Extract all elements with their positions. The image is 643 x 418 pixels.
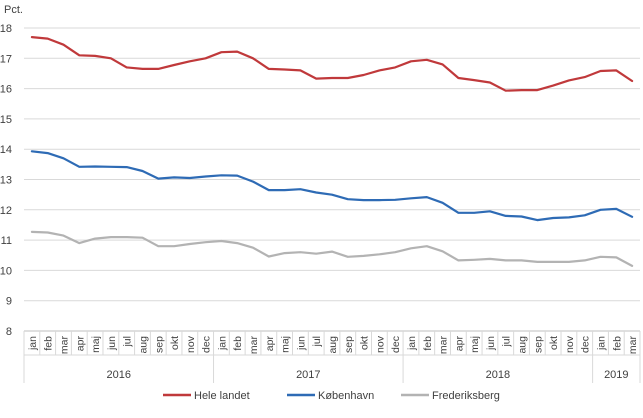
x-tick-label: okt [169,336,181,350]
x-tick-label: jul [311,336,323,348]
gridlines [24,27,640,332]
y-tick-label: 8 [6,326,12,338]
x-tick-label: jul [122,336,134,348]
x-tick-label: maj [280,336,292,353]
series-lines [30,35,634,267]
x-tick-label: feb [611,336,623,351]
x-tick-label: mar [248,336,260,355]
year-label-2016: 2016 [107,369,131,381]
series-line-1 [30,150,634,222]
legend-label-2: Frederiksberg [432,390,500,402]
x-tick-label: jul [501,336,513,348]
y-tick-label: 13 [0,175,12,187]
x-tick-label: jan [406,336,418,351]
x-tick-label: jan [27,336,39,351]
x-tick-label: nov [185,335,197,353]
x-tick-label: sep [153,336,165,353]
x-tick-label: nov [564,335,576,353]
x-tick-label: apr [453,336,465,352]
x-tick-label: mar [438,336,450,355]
x-tick-label: maj [469,336,481,353]
x-tick-label: sep [343,336,355,353]
series-line-2 [30,230,634,267]
x-tick-label: apr [264,336,276,352]
x-tick-label: feb [43,336,55,351]
x-tick-label: jun [485,336,497,351]
year-label-2018: 2018 [486,369,510,381]
y-tick-label: 11 [1,235,12,247]
x-tick-label: feb [232,336,244,351]
x-tick-label: mar [627,336,639,355]
x-tick-label: nov [374,335,386,353]
x-tick-label: jan [216,336,228,351]
x-tick-label: sep [532,336,544,353]
x-tick-label: feb [422,336,434,351]
year-label-2019: 2019 [604,369,628,381]
x-tick-label: maj [90,336,102,353]
legend-label-1: København [318,390,374,402]
x-tick-label: aug [137,336,149,354]
y-tick-label: 18 [0,23,12,35]
y-tick-label: 12 [0,205,12,217]
x-tick-label: dec [201,336,213,353]
y-axis-unit-label: Pct. [4,4,23,16]
x-tick-label: jan [596,336,608,351]
x-tick-label: jun [295,336,307,351]
x-tick-label: aug [517,336,529,354]
y-tick-label: 10 [0,265,12,277]
y-axis-ticks: 8 9 10 11 12 13 14 15 16 17 18 [0,23,12,338]
x-tick-label: jun [106,336,118,351]
x-tick-label: mar [58,336,70,355]
y-tick-label: 15 [0,114,12,126]
y-tick-label: 9 [6,296,12,308]
x-tick-label: dec [580,336,592,353]
x-tick-label: dec [390,336,402,353]
series-line-0 [30,35,634,92]
y-tick-label: 14 [0,144,12,156]
x-tick-label: okt [548,336,560,350]
x-tick-label: apr [74,336,86,352]
legend-label-0: Hele landet [194,390,250,402]
y-tick-label: 17 [0,53,12,65]
legend: Hele landet København Frederiksberg [163,390,500,402]
x-tick-label: okt [359,336,371,350]
y-tick-label: 16 [0,84,12,96]
x-axis: jan feb mar apr maj jun jul aug sep okt nov dec jan f… [23,330,641,383]
year-label-2017: 2017 [296,369,320,381]
x-tick-label: aug [327,336,339,354]
